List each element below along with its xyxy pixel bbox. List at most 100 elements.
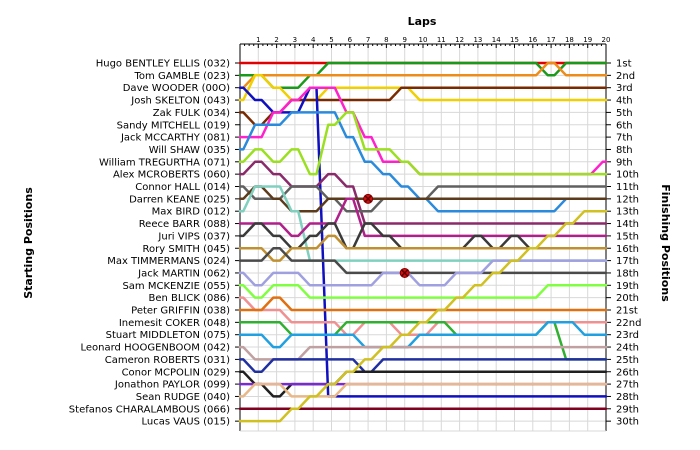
driver-series-line [238,61,608,89]
lap-tick-label: 17 [547,36,556,44]
retirement-marker [363,193,374,204]
driver-series-line [238,382,608,398]
finishing-position-label: 18th [616,268,639,279]
starting-position-label: Jack MCCARTHY (081) [120,133,230,144]
y-axis-label-right: Finishing Positions [659,184,672,302]
finishing-position-label: 20th [616,293,639,304]
starting-position-label: Cameron ROBERTS (031) [105,355,230,366]
starting-position-label: Tom GAMBLE (023) [134,71,231,82]
starting-position-label: Juri VIPS (037) [157,231,230,242]
starting-position-label: Josh SKELTON (043) [130,96,230,107]
starting-position-label: Stuart MIDDLETON (075) [106,330,230,341]
driver-series-line [238,321,608,349]
lap-tick-label: 13 [473,36,482,44]
finishing-position-label: 3rd [616,83,633,94]
starting-position-label: Max TIMMERMANS (024) [107,256,230,267]
driver-series-line [238,358,608,374]
finishing-position-label: 27th [616,380,639,391]
starting-position-label: Conor MCPOLIN (029) [122,367,231,378]
finishing-position-label: 15th [616,231,639,242]
finishing-position-label: 14th [616,219,639,230]
starting-position-label: Will SHAW (035) [149,145,230,156]
lap-tick-label: 14 [492,36,501,44]
retirement-marker-cross [401,269,409,277]
lap-tick-label: 7 [366,36,370,44]
lap-tick-label: 9 [402,36,406,44]
driver-series-line [238,209,608,423]
finishing-position-label: 25th [616,355,639,366]
starting-position-label: Rory SMITH (045) [143,244,231,255]
starting-position-label: Connor HALL (014) [135,182,230,193]
lap-tick-label: 2 [274,36,278,44]
driver-series-line [238,234,608,262]
finishing-position-label: 4th [616,96,633,107]
starting-position-label: Sam MCKENZIE (055) [122,281,230,292]
retirement-markers [363,193,410,278]
starting-position-label: Max BIRD (012) [152,207,230,218]
finishing-position-label: 28th [616,392,639,403]
starting-position-label: Jonathon PAYLOR (099) [114,380,230,391]
lap-tick-label: 12 [455,36,464,44]
driver-series-line [238,284,608,299]
lap-tick-label: 18 [565,36,574,44]
finishing-position-label: 7th [616,133,633,144]
lap-tick-label: 11 [437,36,446,44]
starting-position-label: Hugo BENTLEY ELLIS (032) [96,59,230,70]
driver-series-line [238,247,608,275]
y-axis-label-left: Starting Positions [22,187,35,299]
starting-position-labels: Hugo BENTLEY ELLIS (032)Tom GAMBLE (023)… [69,59,240,428]
finishing-position-label: 30th [616,417,639,428]
starting-position-label: Jack MARTIN (062) [137,268,230,279]
finishing-position-label: 10th [616,170,639,181]
starting-position-label: Lucas VAUS (015) [141,417,230,428]
starting-position-label: Zak FULK (034) [153,108,230,119]
lap-tick-label: 3 [293,36,297,44]
lap-ticks: 1 2 3 4 5 6 7 8 9 10 11 12 13 14 15 16 17 18 19 20 [239,36,611,48]
lap-tick-label: 4 [311,36,316,44]
lap-tick-label: 5 [329,36,333,44]
starting-position-label: Alex MCROBERTS (060) [113,170,230,181]
finishing-position-label: 6th [616,120,633,131]
finishing-position-label: 8th [616,145,633,156]
finishing-position-label: 21st [616,306,638,317]
finishing-position-label: 29th [616,404,639,415]
starting-position-label: Sean RUDGE (040) [136,392,230,403]
finishing-position-label: 11th [616,182,639,193]
lap-tick-label: 15 [510,36,519,44]
finishing-position-label: 16th [616,244,639,255]
driver-series-line [238,296,608,312]
finishing-position-label: 26th [616,367,639,378]
finishing-position-label: 9th [616,157,633,168]
starting-position-label: Dave WOODER (00O) [123,83,230,94]
starting-position-label: Leonard HOOGENBOOM (042) [80,343,230,354]
lap-tick-label: 1 [256,36,260,44]
retirement-marker [399,267,410,278]
lap-tick-label: 19 [583,36,592,44]
axes [239,43,607,432]
starting-position-label: Peter GRIFFIN (038) [131,306,230,317]
chart-title: Laps [408,15,437,28]
driver-series-line [238,111,608,176]
driver-series-line [238,259,608,287]
finishing-position-label: 12th [616,194,639,205]
lap-tick-label: 16 [528,36,537,44]
starting-position-label: Inemesit COKER (048) [119,318,230,329]
driver-series-line [238,61,608,89]
finishing-position-label: 23rd [616,330,639,341]
finishing-position-label: 22nd [616,318,641,329]
finishing-position-label: 17th [616,256,639,267]
finishing-position-label: 1st [616,59,632,70]
finishing-position-label: 13th [616,207,639,218]
lap-tick-label: 10 [419,36,428,44]
starting-position-label: Sandy MITCHELL (019) [117,120,230,131]
starting-position-label: Ben BLICK (086) [148,293,230,304]
series-lines [238,61,608,423]
retirement-marker-cross [364,195,372,203]
starting-position-label: William TREGURTHA (071) [99,157,230,168]
starting-position-label: Darren KEANE (025) [129,194,230,205]
lap-tick-label: 20 [602,36,611,44]
finishing-position-label: 24th [616,343,639,354]
lap-tick-label: 8 [384,36,388,44]
